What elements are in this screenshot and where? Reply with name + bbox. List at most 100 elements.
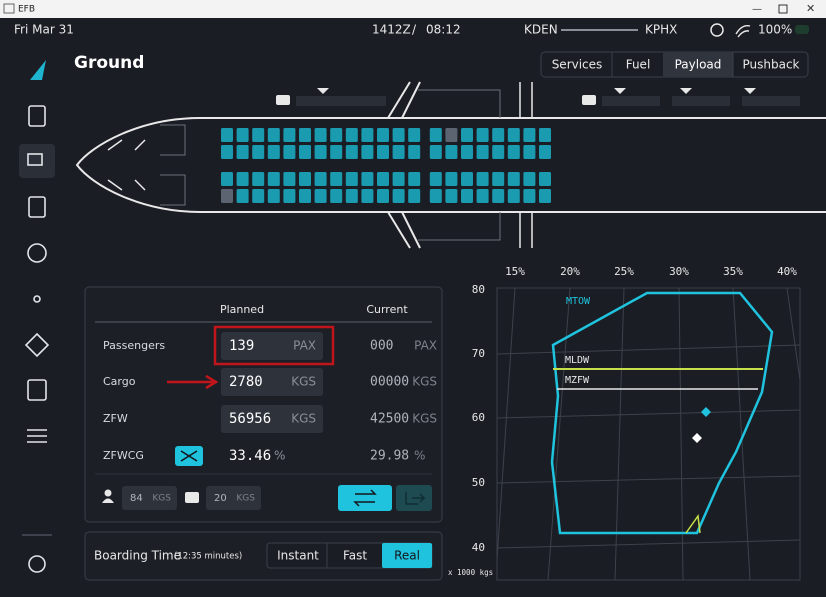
planned-field[interactable] (221, 405, 323, 433)
seat[interactable] (408, 189, 421, 203)
close[interactable]: ✕ (806, 2, 815, 15)
seat[interactable] (361, 145, 374, 159)
seat[interactable] (377, 128, 389, 142)
seat[interactable] (392, 172, 405, 186)
seat[interactable] (492, 128, 505, 142)
seat[interactable] (523, 189, 536, 203)
seat[interactable] (314, 145, 327, 159)
seat[interactable] (377, 145, 389, 159)
seat[interactable] (377, 172, 389, 186)
seat[interactable] (267, 128, 280, 142)
seat[interactable] (429, 145, 442, 159)
nav-failures[interactable] (24, 332, 50, 358)
seat[interactable] (330, 145, 343, 159)
seat[interactable] (539, 189, 551, 203)
seat[interactable] (461, 145, 473, 159)
seat[interactable] (345, 172, 358, 186)
seat[interactable] (392, 145, 405, 159)
seat[interactable] (445, 172, 458, 186)
maximize[interactable] (778, 4, 788, 14)
seat[interactable] (330, 189, 343, 203)
seat[interactable] (461, 172, 473, 186)
seat[interactable] (445, 145, 458, 159)
nav-checklist[interactable] (28, 105, 46, 127)
seat[interactable] (299, 128, 311, 142)
seat[interactable] (267, 172, 280, 186)
nav-calculator[interactable] (28, 196, 46, 218)
nav-checklists[interactable] (27, 379, 47, 401)
seat[interactable] (476, 189, 489, 203)
seat[interactable] (492, 145, 505, 159)
seat[interactable] (283, 145, 296, 159)
seat[interactable] (507, 189, 520, 203)
seat[interactable] (252, 128, 265, 142)
tab[interactable]: Fuel (626, 58, 651, 72)
seat[interactable] (314, 128, 327, 142)
seat[interactable] (267, 145, 280, 159)
seat[interactable] (314, 172, 327, 186)
seat[interactable] (345, 145, 358, 159)
seat[interactable] (377, 189, 389, 203)
seat[interactable] (461, 128, 473, 142)
settings-icon[interactable] (710, 23, 724, 37)
boarding-option[interactable]: Real (394, 549, 420, 563)
tab[interactable]: Services (552, 58, 603, 72)
seat[interactable] (445, 128, 458, 142)
seat[interactable] (476, 172, 489, 186)
seat[interactable] (252, 189, 265, 203)
seat[interactable] (429, 189, 442, 203)
seat[interactable] (492, 172, 505, 186)
seat[interactable] (476, 145, 489, 159)
seat[interactable] (221, 145, 233, 159)
boarding-option[interactable]: Instant (277, 549, 319, 563)
weight-field[interactable] (122, 486, 177, 510)
nav-settings-sliders[interactable] (27, 429, 47, 443)
weight-field[interactable] (206, 486, 261, 510)
seat[interactable] (221, 189, 233, 203)
nav-navigation[interactable] (27, 243, 47, 263)
seat[interactable] (539, 172, 551, 186)
seat[interactable] (429, 128, 442, 142)
seat[interactable] (445, 189, 458, 203)
seat[interactable] (252, 172, 265, 186)
seat[interactable] (252, 145, 265, 159)
seat[interactable] (221, 172, 233, 186)
seat[interactable] (236, 172, 249, 186)
seat[interactable] (523, 172, 536, 186)
seat[interactable] (523, 128, 536, 142)
seat[interactable] (361, 128, 374, 142)
seat[interactable] (299, 145, 311, 159)
seat[interactable] (539, 145, 551, 159)
nav-settings[interactable] (28, 555, 46, 573)
seat[interactable] (314, 189, 327, 203)
seat[interactable] (507, 172, 520, 186)
seat[interactable] (476, 128, 489, 142)
minimize[interactable]: — (752, 4, 762, 15)
seat[interactable] (345, 128, 358, 142)
nav-radio[interactable] (33, 295, 41, 303)
seat[interactable] (408, 128, 421, 142)
seat[interactable] (299, 189, 311, 203)
seat[interactable] (429, 172, 442, 186)
seat[interactable] (236, 128, 249, 142)
tab[interactable]: Payload (675, 58, 722, 72)
seat[interactable] (392, 189, 405, 203)
sync-button[interactable] (338, 485, 392, 511)
seat[interactable] (221, 128, 233, 142)
planned-field[interactable] (221, 368, 323, 396)
seat[interactable] (236, 189, 249, 203)
seat[interactable] (330, 172, 343, 186)
seat[interactable] (408, 145, 421, 159)
nav-ground[interactable] (27, 153, 43, 166)
seat[interactable] (523, 145, 536, 159)
seat[interactable] (539, 128, 551, 142)
seat[interactable] (392, 128, 405, 142)
seat[interactable] (408, 172, 421, 186)
seat[interactable] (299, 172, 311, 186)
seat[interactable] (283, 172, 296, 186)
tab[interactable]: Pushback (742, 58, 799, 72)
seat[interactable] (507, 128, 520, 142)
seat[interactable] (345, 189, 358, 203)
seat[interactable] (361, 189, 374, 203)
planned-field[interactable] (221, 332, 323, 360)
